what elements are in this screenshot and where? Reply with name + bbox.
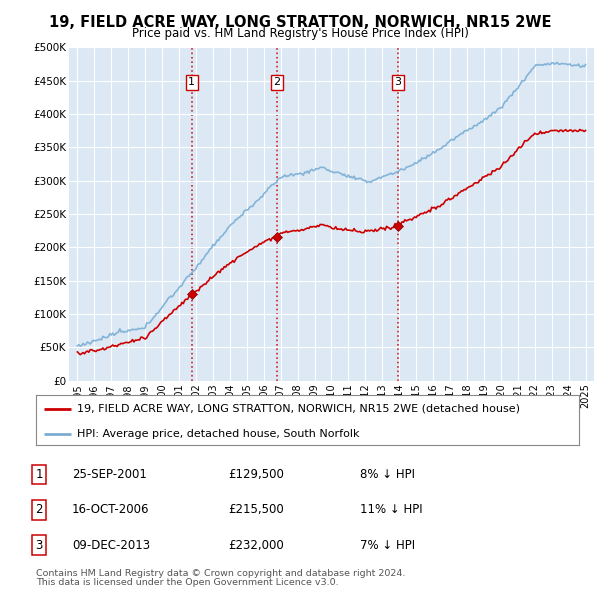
- Text: 8% ↓ HPI: 8% ↓ HPI: [360, 468, 415, 481]
- Text: 3: 3: [395, 77, 401, 87]
- Text: £215,500: £215,500: [228, 503, 284, 516]
- Text: 19, FIELD ACRE WAY, LONG STRATTON, NORWICH, NR15 2WE: 19, FIELD ACRE WAY, LONG STRATTON, NORWI…: [49, 15, 551, 30]
- Text: This data is licensed under the Open Government Licence v3.0.: This data is licensed under the Open Gov…: [36, 578, 338, 587]
- Text: Contains HM Land Registry data © Crown copyright and database right 2024.: Contains HM Land Registry data © Crown c…: [36, 569, 406, 578]
- Text: £129,500: £129,500: [228, 468, 284, 481]
- Text: 11% ↓ HPI: 11% ↓ HPI: [360, 503, 422, 516]
- Text: HPI: Average price, detached house, South Norfolk: HPI: Average price, detached house, Sout…: [77, 430, 359, 440]
- Text: 09-DEC-2013: 09-DEC-2013: [72, 539, 150, 552]
- Text: 2: 2: [35, 503, 43, 516]
- Text: 19, FIELD ACRE WAY, LONG STRATTON, NORWICH, NR15 2WE (detached house): 19, FIELD ACRE WAY, LONG STRATTON, NORWI…: [77, 404, 520, 414]
- Text: 2: 2: [274, 77, 281, 87]
- Text: £232,000: £232,000: [228, 539, 284, 552]
- Text: 1: 1: [35, 468, 43, 481]
- Text: 3: 3: [35, 539, 43, 552]
- Text: 7% ↓ HPI: 7% ↓ HPI: [360, 539, 415, 552]
- Text: 16-OCT-2006: 16-OCT-2006: [72, 503, 149, 516]
- Text: 1: 1: [188, 77, 195, 87]
- Text: Price paid vs. HM Land Registry's House Price Index (HPI): Price paid vs. HM Land Registry's House …: [131, 27, 469, 40]
- Text: 25-SEP-2001: 25-SEP-2001: [72, 468, 147, 481]
